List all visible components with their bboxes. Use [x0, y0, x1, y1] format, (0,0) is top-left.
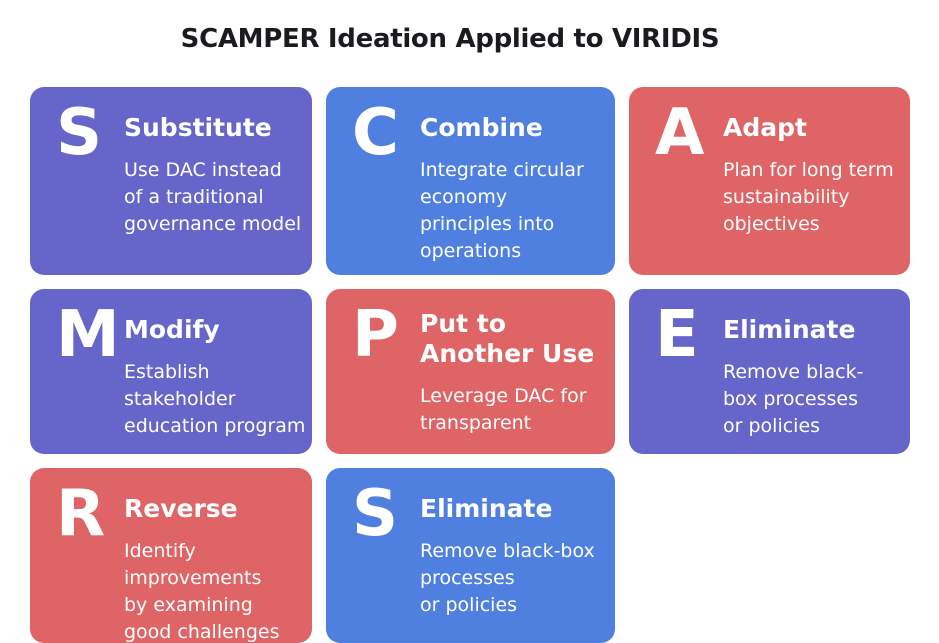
page-title: SCAMPER Ideation Applied to VIRIDIS [180, 24, 720, 54]
card-letter: C [352, 96, 399, 170]
card-heading: Substitute [124, 113, 272, 142]
card-heading: Eliminate [723, 315, 856, 344]
card-description: Use DAC instead of a traditional governa… [124, 159, 302, 235]
card-description: Integrate circular economy principles in… [420, 159, 584, 262]
card-description: Plan for long term sustainability object… [723, 159, 894, 235]
card-letter: R [56, 477, 106, 551]
card-heading: Modify [124, 315, 220, 344]
card-heading: Reverse [124, 494, 238, 523]
card-description: Remove black-box processes or policies [420, 540, 595, 616]
card-description: Identify improvements by examining good … [124, 540, 280, 643]
card-reverse: R Reverse Identify improvements by exami… [30, 468, 312, 643]
card-substitute: S Substitute Use DAC instead of a tradit… [30, 87, 312, 275]
card-heading: Eliminate [420, 494, 553, 523]
card-eliminate-2: S Eliminate Remove black-box processes o… [326, 468, 615, 643]
card-letter: S [352, 477, 399, 551]
card-put-to-another-use: P Put to Another Use Leverage DAC for tr… [326, 289, 615, 454]
card-adapt: A Adapt Plan for long term sustainabilit… [629, 87, 910, 275]
card-letter: S [56, 96, 103, 170]
card-letter: A [655, 96, 705, 170]
card-eliminate: E Eliminate Remove black- box processes … [629, 289, 910, 454]
card-modify: M Modify Establish stakeholder education… [30, 289, 312, 454]
card-letter: M [56, 298, 120, 372]
card-letter: E [655, 298, 699, 372]
card-description: Establish stakeholder education program [124, 361, 306, 437]
card-heading: Combine [420, 113, 543, 142]
card-heading: Put to Another Use [420, 309, 595, 368]
card-description: Leverage DAC for transparent [420, 385, 587, 434]
card-combine: C Combine Integrate circular economy pri… [326, 87, 615, 275]
card-description: Remove black- box processes or policies [723, 361, 864, 437]
card-letter: P [352, 298, 399, 372]
card-heading: Adapt [723, 113, 807, 142]
